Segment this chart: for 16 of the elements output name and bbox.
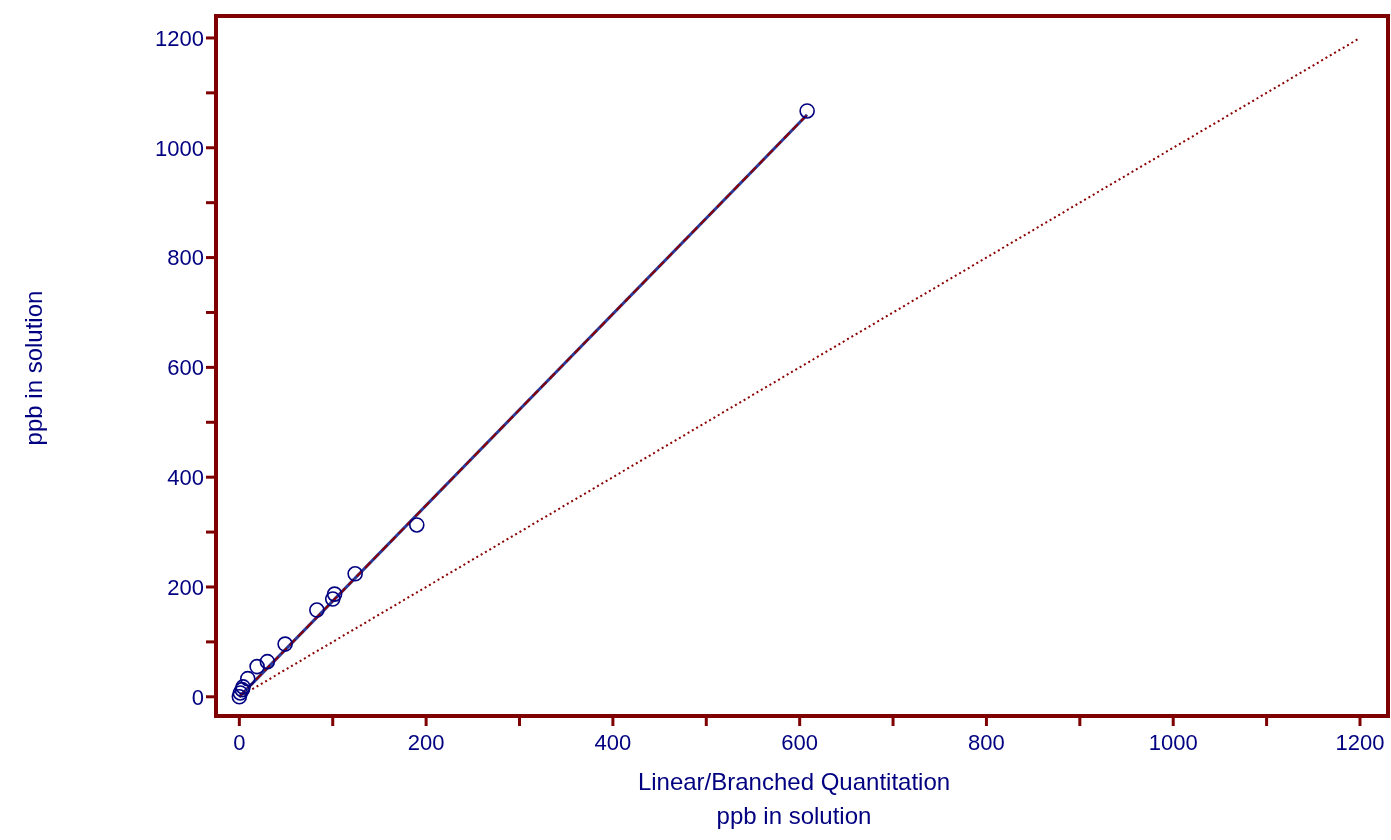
y-tick-label: 400 (167, 464, 204, 490)
x-tick-label: 1000 (1148, 729, 1198, 755)
x-tick-label: 0 (233, 729, 246, 755)
y-tick-label: 1000 (155, 135, 204, 161)
x-tick-label: 600 (781, 729, 819, 755)
y-tick-label: 800 (167, 245, 204, 271)
x-tick-label: 200 (407, 729, 445, 755)
y-tick-label: 0 (191, 684, 204, 710)
y-tick-label: 600 (167, 355, 204, 381)
x-tick-label: 800 (968, 729, 1005, 755)
x-tick-label: 400 (594, 729, 632, 755)
y-axis-title: ppb in solution (20, 290, 47, 446)
y-tick-label: 200 (167, 574, 204, 600)
x-tick-label: 1200 (1335, 729, 1385, 755)
x-axis-title: Linear/Branched Quantitation ppb in solution (637, 768, 951, 829)
y-tick-label: 1200 (155, 25, 204, 51)
